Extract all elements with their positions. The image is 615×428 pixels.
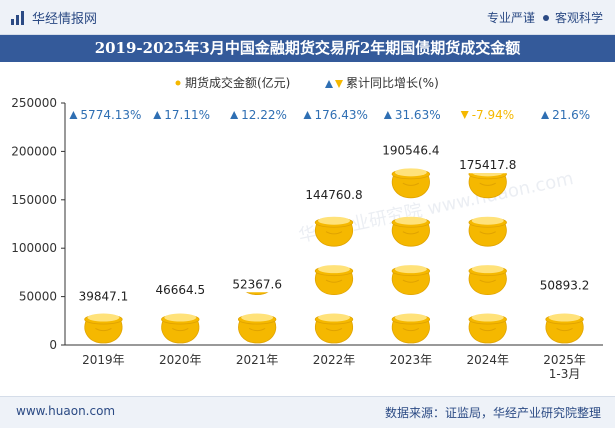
brand: 华经情报网 (10, 8, 97, 27)
data-label: 50893.2 (540, 279, 590, 293)
bar-pots (84, 313, 123, 344)
legend-up-triangle-icon (325, 80, 333, 88)
growth-label: 21.6% (552, 108, 590, 122)
data-label: 175417.8 (459, 158, 516, 172)
tag-professional: 专业严谨 (486, 11, 535, 25)
data-label: 190546.4 (382, 144, 439, 158)
growth-label: -7.94% (472, 108, 514, 122)
title-bar: 2019-2025年3月中国金融期货交易所2年期国债期货成交金额 (0, 35, 615, 62)
legend-series-2: 累计同比增长(%) (346, 76, 439, 90)
x-tick-label: 2022年 (313, 353, 356, 367)
legend-series-1: 期货成交金额(亿元) (185, 75, 290, 90)
growth-up-icon (69, 111, 78, 119)
chart: 0 50000 100000 150000 200000 250000 2019年 2020年… (11, 75, 603, 381)
growth-label: 5774.13% (80, 108, 141, 122)
growth-up-icon (541, 111, 550, 119)
chart-title: 2019-2025年3月中国金融期货交易所2年期国债期货成交金额 (94, 39, 521, 57)
y-tick-label: 100000 (11, 241, 57, 255)
tag-objective: 客观科学 (554, 11, 603, 25)
data-label: 144760.8 (305, 188, 362, 202)
y-tick-label: 250000 (11, 96, 57, 110)
footer: www.huaon.com 数据来源：证监局，华经产业研究院整理 (0, 396, 615, 428)
bar-pots (545, 313, 584, 344)
y-tick-label: 0 (49, 338, 57, 352)
bar-pots (391, 168, 431, 344)
growth-label: 17.11% (164, 108, 210, 122)
data-label: 39847.1 (79, 289, 129, 303)
x-tick-label: 2024年 (466, 353, 509, 367)
legend: 期货成交金额(亿元) 累计同比增长(%) (175, 75, 439, 90)
x-tick-label: 2021年 (236, 353, 279, 367)
growth-label: 176.43% (315, 108, 368, 122)
data-label: 46664.5 (155, 283, 205, 297)
bar-pots (314, 216, 354, 344)
legend-pot-swatch (175, 80, 181, 86)
top-bar: 华经情报网 专业严谨 客观科学 (0, 0, 615, 35)
x-tick-label: 1-3月 (549, 367, 581, 381)
growth-up-icon (153, 111, 162, 119)
footer-url: www.huaon.com (16, 404, 116, 418)
logo-icon (11, 10, 24, 25)
growth-up-icon (383, 111, 392, 119)
y-tick-label: 50000 (19, 290, 57, 304)
x-tick-label: 2025年 (543, 353, 586, 367)
data-label: 52367.6 (232, 277, 282, 291)
x-tick-label: 2019年 (82, 353, 125, 367)
x-tick-label: 2020年 (159, 353, 202, 367)
growth-label: 31.63% (395, 108, 441, 122)
dot-icon (542, 15, 549, 21)
footer-source: 数据来源：证监局，华经产业研究院整理 (384, 406, 601, 420)
brand-name: 华经情报网 (32, 12, 98, 27)
y-tick-label: 200000 (11, 144, 57, 158)
x-tick-label: 2023年 (390, 353, 433, 367)
growth-label: 12.22% (241, 108, 287, 122)
legend-down-triangle-icon (335, 80, 343, 88)
growth-up-icon (303, 111, 312, 119)
brand-tags: 专业严谨 客观科学 (487, 9, 603, 26)
bar-pots (161, 313, 200, 344)
y-tick-label: 150000 (11, 193, 57, 207)
bar-pots (468, 173, 507, 344)
growth-down-icon (460, 111, 469, 119)
bar-pots (237, 292, 277, 344)
growth-up-icon (230, 111, 239, 119)
